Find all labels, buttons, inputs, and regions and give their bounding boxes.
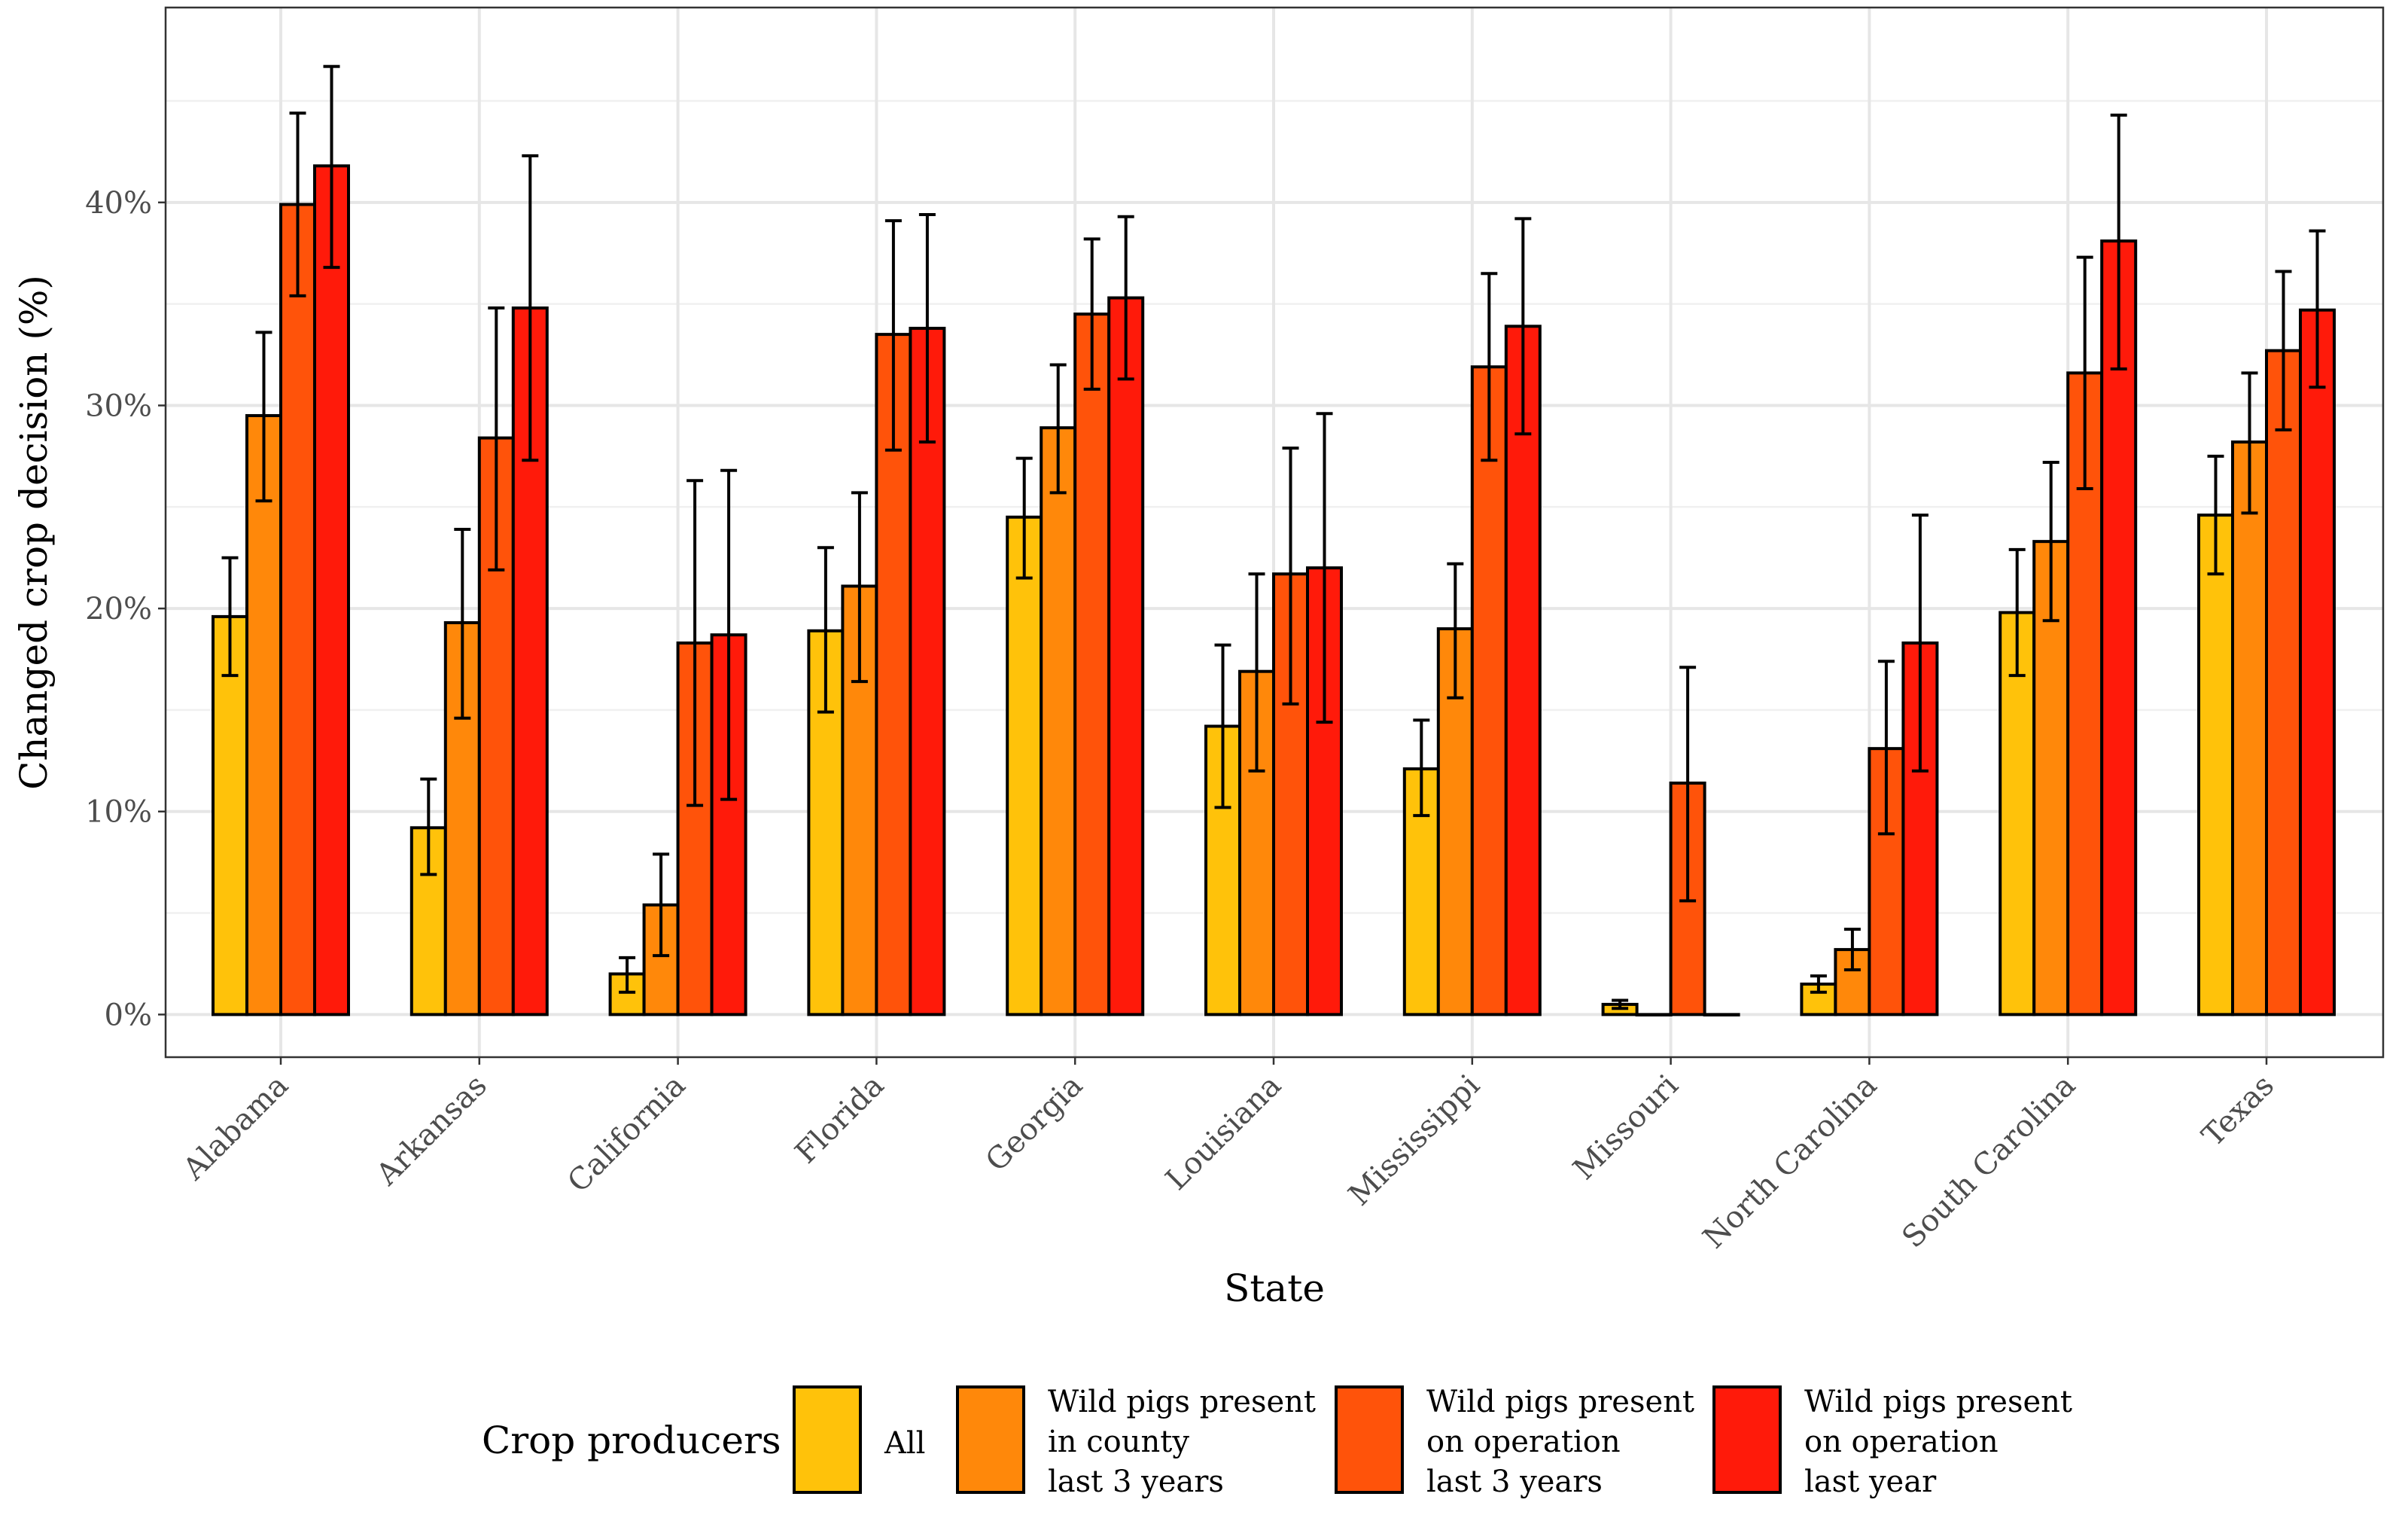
y-axis: 0% 10% 20% 30% 40% [85,186,166,1032]
error-bar [1282,447,1299,706]
bar [2197,514,2234,1017]
x-tick-label: Arkansas [370,1068,494,1193]
legend-label: on operation [1804,1425,1999,1459]
legend: Crop producers All Wild pigs present in co… [482,1385,2072,1499]
error-bar [2207,454,2224,576]
error-bar [1515,217,1532,436]
x-tick-label: Louisiana [1159,1068,1288,1197]
error-bar [1413,718,1430,818]
error-bar [1911,514,1929,773]
error-bar [2008,547,2026,678]
error-bar [918,213,936,444]
legend-key [1712,1385,1782,1494]
error-bar [221,556,239,678]
x-tick-label: South Carolina [1895,1068,2082,1255]
error-bar [420,777,437,876]
bar [245,413,282,1017]
error-bar [2076,255,2093,491]
error-bar [1447,562,1464,700]
error-bar [1316,412,1333,724]
error-bars [221,65,2326,1010]
error-bar [653,852,670,958]
legend-key [956,1385,1025,1494]
legend-label: Wild pigs present [1804,1385,2072,1419]
y-tick-label: 30% [85,389,152,423]
y-axis-title: Changed crop decision (%) [12,275,56,790]
bar [1107,296,1145,1017]
legend-label: on operation [1426,1425,1621,1459]
x-axis: Alabama Arkansas California Florida Georgia L… [176,1057,2281,1255]
error-bar [1843,928,1861,972]
error-bar [2042,460,2059,623]
error-bar [323,65,340,270]
error-bar [1083,237,1100,391]
x-axis-title: State [1224,1266,1325,1310]
legend-label: last 3 years [1048,1465,1224,1499]
legend-label: All [884,1426,925,1461]
error-bar [1877,660,1895,836]
x-tick-label: California [561,1068,692,1199]
error-bar [2241,371,2258,515]
error-bar [289,111,306,297]
error-bar [2275,270,2292,431]
error-bar [1049,363,1067,495]
y-tick-label: 40% [85,186,152,221]
x-tick-label: Texas [2196,1068,2281,1154]
error-bar [1015,456,1033,580]
error-bar [1248,572,1265,773]
error-bar [1810,974,1827,994]
legend-title: Crop producers [482,1419,781,1462]
error-bar [1481,272,1498,462]
error-bar [2309,229,2326,389]
error-bar [720,468,738,801]
y-tick-label: 20% [85,592,152,626]
bar [1635,1013,1673,1017]
bar [1470,365,1508,1017]
legend-label: Wild pigs present [1426,1385,1694,1419]
error-bar [1214,643,1231,809]
legend-key [793,1385,862,1494]
error-bar [2110,113,2127,370]
x-tick-label: Georgia [979,1068,1089,1178]
legend-label: last 3 years [1426,1465,1603,1499]
error-bar [522,154,539,462]
bar [212,614,248,1017]
bars [212,164,2336,1017]
bar [1703,1013,1740,1017]
legend-label: Wild pigs present [1048,1385,1316,1419]
bar [1040,426,1077,1017]
legend-label: in county [1048,1425,1189,1459]
legend-key [1335,1385,1404,1494]
x-tick-label: Florida [789,1068,891,1171]
error-bar [488,306,505,572]
bar [279,203,316,1017]
error-bar [255,331,272,503]
y-tick-label: 0% [105,998,152,1032]
error-bar [1612,998,1629,1010]
legend-label: last year [1804,1465,1937,1499]
y-tick-label: 10% [85,795,152,830]
bar [2265,349,2302,1017]
error-bar [619,956,636,994]
error-bar [1679,666,1697,903]
error-bar [851,491,868,684]
bar [1073,312,1111,1017]
bar [2231,440,2268,1017]
x-tick-label: Missouri [1566,1068,1685,1187]
bar [1504,325,1542,1017]
error-bar [1117,215,1134,381]
error-bar [817,546,834,714]
x-tick-label: Alabama [176,1068,295,1187]
error-bar [884,219,902,452]
error-bar [454,527,471,720]
bar [2299,308,2336,1017]
error-bar [686,479,704,807]
bar [1999,611,2036,1017]
x-tick-label: North Carolina [1697,1068,1884,1256]
bar [313,164,350,1017]
x-tick-label: Mississippi [1342,1068,1487,1213]
bar [1006,515,1043,1017]
